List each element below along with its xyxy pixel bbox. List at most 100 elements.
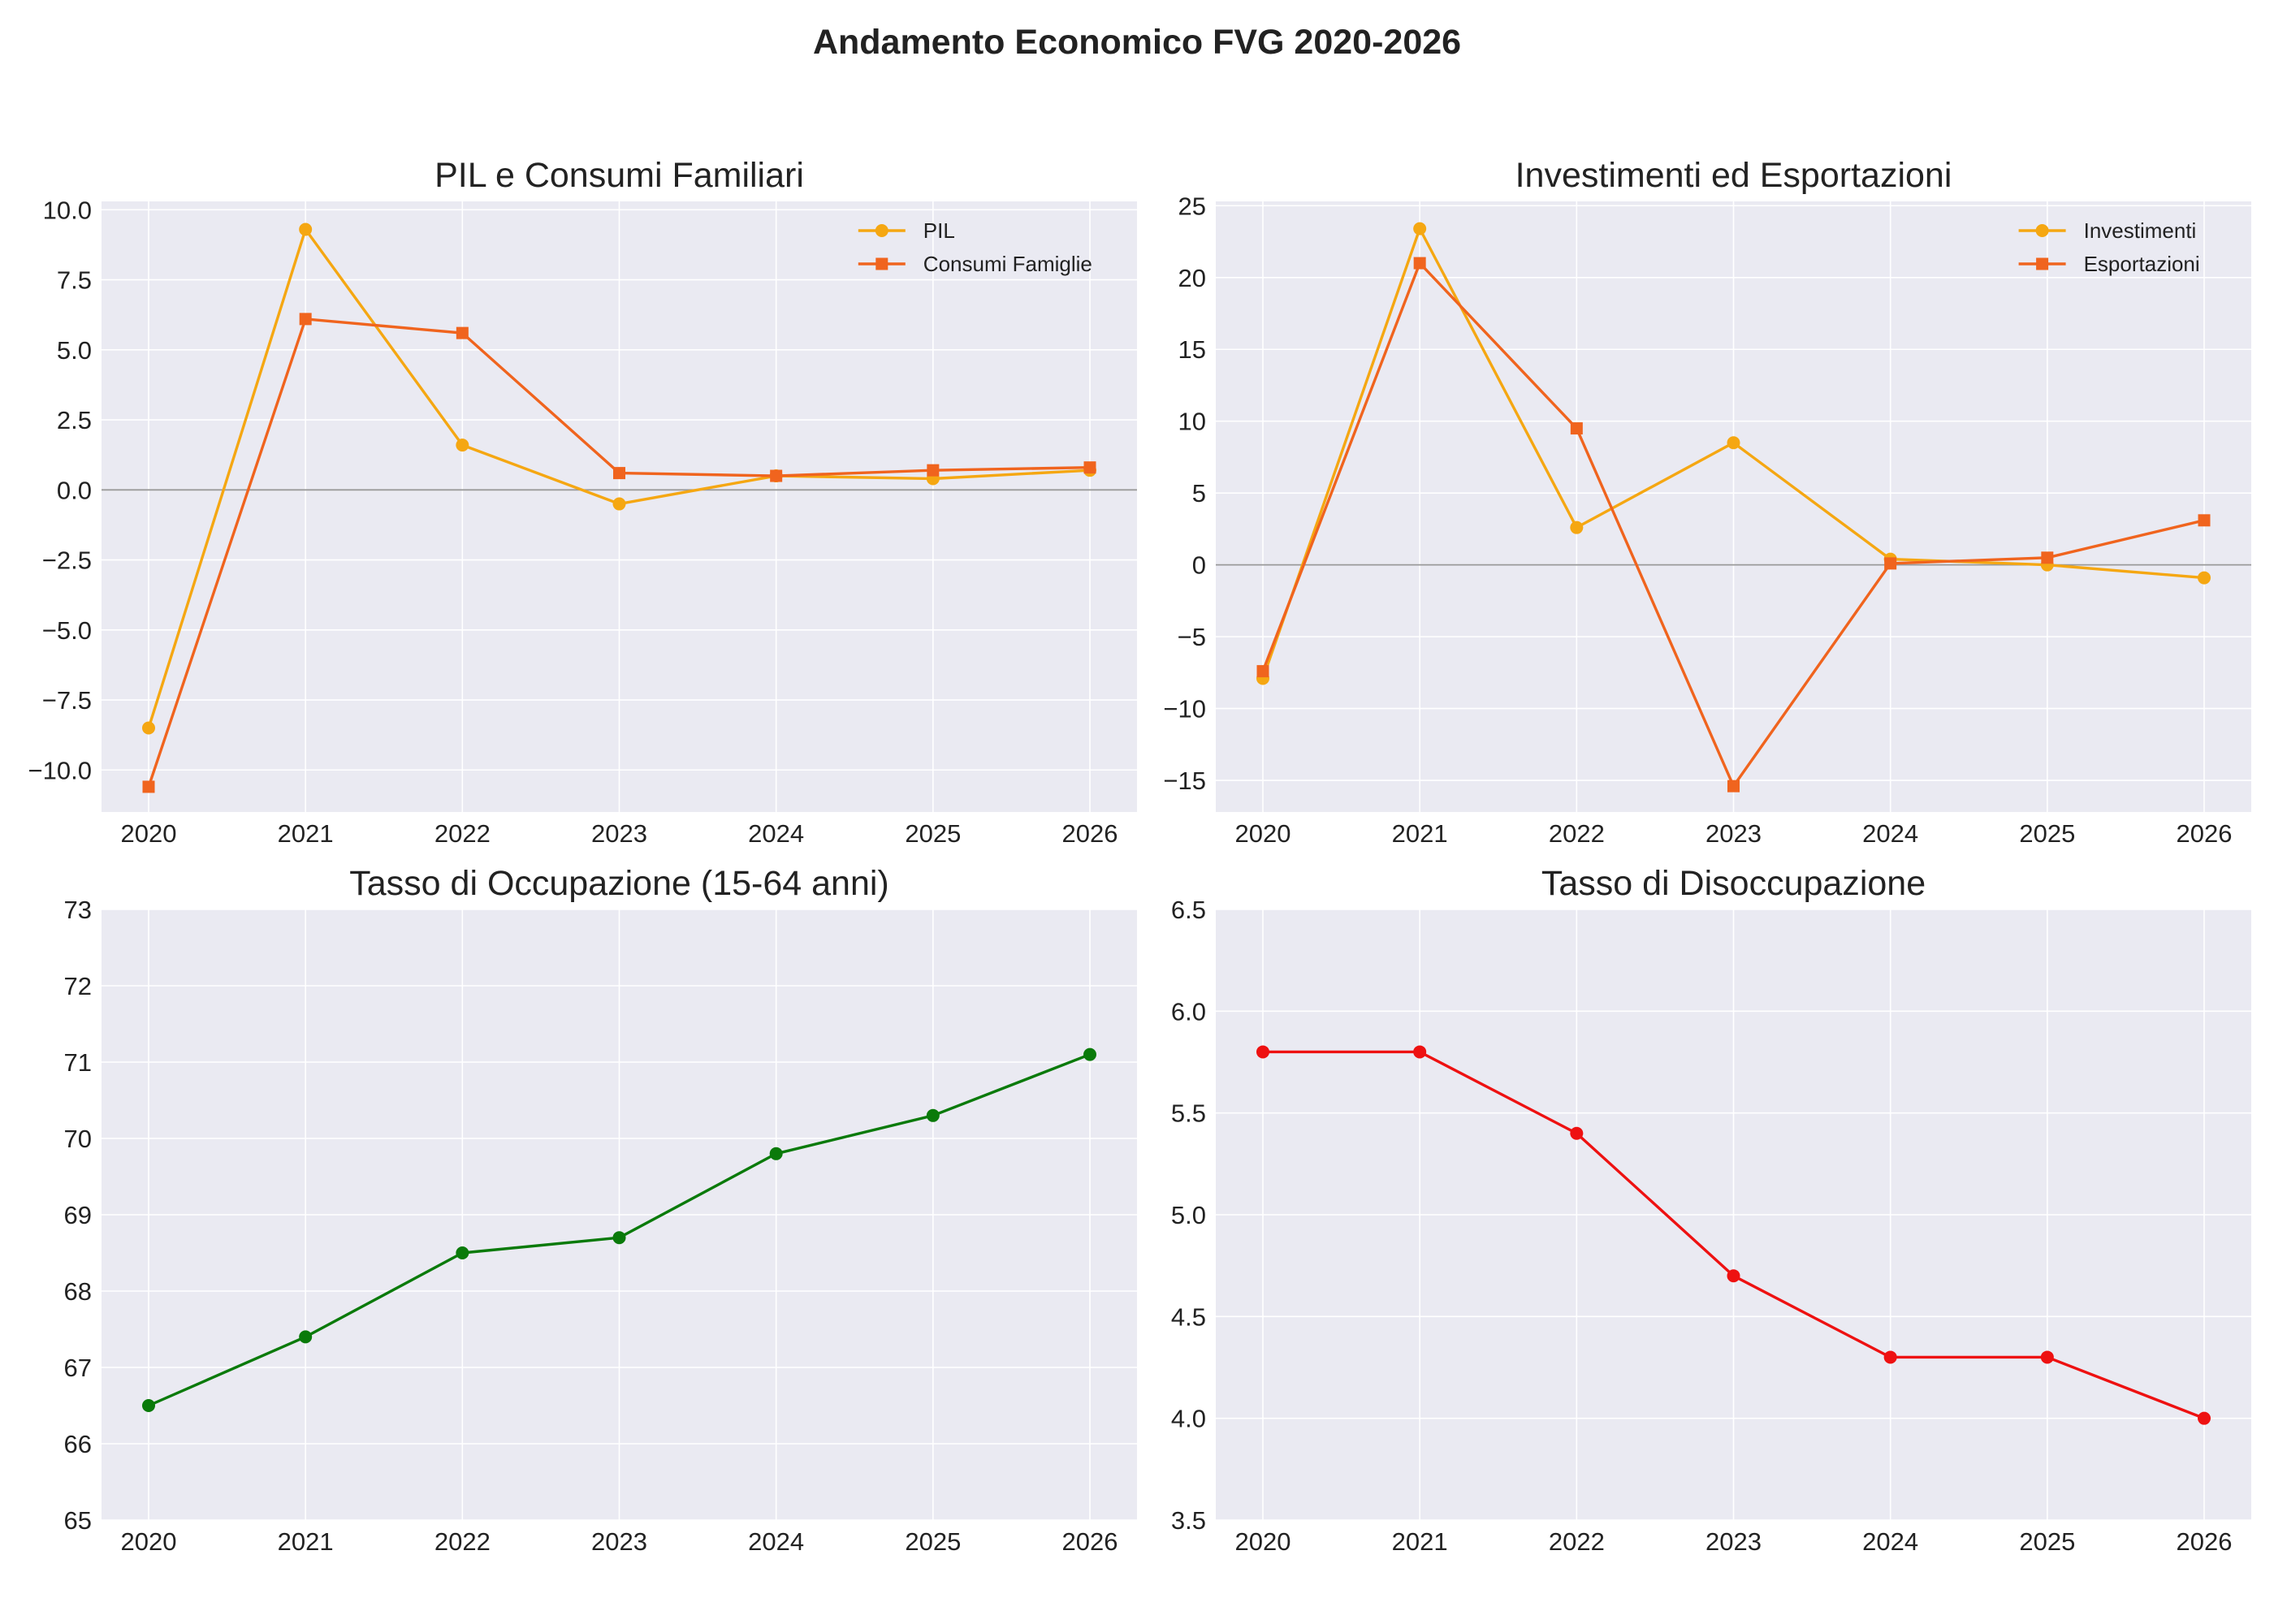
x-tick-label: 2023	[1706, 819, 1762, 848]
y-tick-label: 5.0	[57, 336, 92, 365]
y-tick-label: −10	[1163, 695, 1206, 723]
x-tick-label: 2022	[1549, 1527, 1605, 1556]
y-tick-label: 73	[64, 896, 92, 924]
data-point	[2040, 1350, 2054, 1364]
legend: Investimenti Esportazioni	[2018, 218, 2200, 276]
y-tick-label: 4.0	[1171, 1405, 1206, 1433]
x-tick-label: 2020	[121, 1527, 177, 1556]
data-point	[456, 438, 469, 452]
data-point	[1083, 1047, 1096, 1061]
legend-marker	[875, 257, 888, 270]
x-tick-label: 2024	[748, 1527, 804, 1556]
y-tick-label: 0	[1192, 551, 1206, 580]
chart-title: Investimenti ed Esportazioni	[1515, 156, 1952, 195]
y-tick-label: −10.0	[28, 756, 92, 784]
data-point	[299, 1330, 313, 1344]
data-point	[1727, 436, 1740, 450]
data-point	[1413, 222, 1427, 235]
x-tick-label: 2025	[2019, 1527, 2075, 1556]
y-tick-label: 6.5	[1171, 896, 1206, 924]
y-tick-label: 69	[64, 1201, 92, 1229]
data-point	[1413, 1045, 1427, 1059]
x-tick-label: 2021	[278, 819, 334, 848]
y-tick-label: 4.5	[1171, 1302, 1206, 1331]
chart-panel-4: Tasso di Disoccupazione 6.5 6.0 5.5 5.0 4.5 4.…	[1171, 864, 2251, 1556]
y-tick-label: 7.5	[57, 266, 92, 295]
data-point	[1884, 557, 1897, 570]
chart-title: Tasso di Occupazione (15-64 anni)	[349, 864, 888, 903]
data-point	[1727, 1269, 1740, 1283]
data-point	[456, 326, 469, 339]
x-tick-label: 2023	[591, 1527, 647, 1556]
y-tick-label: 10.0	[43, 196, 92, 224]
y-tick-label: 2.5	[57, 406, 92, 434]
y-tick-label: −5.0	[42, 616, 92, 645]
data-point	[2198, 571, 2211, 585]
data-point	[612, 1231, 626, 1245]
legend-entry: Consumi Famiglie	[923, 252, 1092, 276]
chart-panel-2: Investimenti ed Esportazioni 25 20 15 10 5 0 −5…	[1163, 156, 2251, 848]
y-tick-label: 0.0	[57, 476, 92, 504]
x-tick-label: 2020	[1235, 819, 1291, 848]
data-point	[2198, 1411, 2211, 1425]
y-tick-label: 5	[1192, 479, 1206, 508]
y-tick-label: 5.5	[1171, 1099, 1206, 1128]
data-point	[142, 1399, 155, 1412]
x-tick-label: 2026	[2177, 819, 2233, 848]
y-tick-label: −7.5	[42, 686, 92, 715]
y-tick-label: 70	[64, 1125, 92, 1153]
y-tick-label: 15	[1178, 335, 1206, 364]
x-tick-label: 2021	[278, 1527, 334, 1556]
data-point	[1256, 1045, 1269, 1059]
x-tick-label: 2020	[1235, 1527, 1291, 1556]
y-tick-label: 5.0	[1171, 1201, 1206, 1229]
data-point	[299, 222, 313, 236]
x-tick-label: 2024	[1862, 1527, 1918, 1556]
x-tick-label: 2022	[434, 1527, 491, 1556]
x-tick-label: 2024	[748, 819, 804, 848]
data-point	[299, 313, 312, 326]
data-point	[1570, 1126, 1584, 1140]
x-tick-label: 2024	[1862, 819, 1918, 848]
y-tick-label: −15	[1163, 767, 1206, 795]
x-tick-label: 2025	[905, 819, 961, 848]
x-tick-label: 2026	[2177, 1527, 2233, 1556]
legend-entry: PIL	[923, 218, 955, 243]
x-tick-label: 2025	[905, 1527, 961, 1556]
data-point	[1883, 1350, 1897, 1364]
chart-panel-1: PIL e Consumi Familiari 10.0 7.5 5.0 2.5 0.0 −…	[28, 156, 1137, 848]
data-point	[926, 1108, 940, 1122]
legend-marker	[2036, 257, 2049, 270]
x-tick-label: 2020	[121, 819, 177, 848]
y-tick-label: 71	[64, 1048, 92, 1077]
x-tick-label: 2026	[1062, 1527, 1118, 1556]
figure-title: Andamento Economico FVG 2020-2026	[812, 23, 1462, 62]
y-tick-label: −2.5	[42, 546, 92, 575]
y-tick-label: 10	[1178, 408, 1206, 436]
x-tick-label: 2023	[591, 819, 647, 848]
data-point	[2198, 514, 2211, 527]
data-point	[1413, 257, 1426, 270]
y-tick-label: 68	[64, 1277, 92, 1306]
legend-marker	[2035, 224, 2049, 237]
chart-panel-3: Tasso di Occupazione (15-64 anni) 73 72 71 7…	[64, 864, 1137, 1556]
data-point	[612, 497, 626, 511]
x-tick-label: 2025	[2019, 819, 2075, 848]
data-point	[1083, 461, 1096, 474]
y-tick-label: 6.0	[1171, 997, 1206, 1026]
data-point	[1727, 780, 1740, 793]
y-tick-label: −5	[1178, 623, 1206, 651]
data-point	[769, 1147, 783, 1160]
x-tick-label: 2021	[1392, 819, 1448, 848]
y-tick-label: 66	[64, 1430, 92, 1458]
x-tick-label: 2022	[1549, 819, 1605, 848]
y-tick-label: 20	[1178, 264, 1206, 292]
data-point	[142, 721, 155, 735]
legend-marker	[875, 224, 888, 237]
x-tick-label: 2026	[1062, 819, 1118, 848]
x-tick-label: 2022	[434, 819, 491, 848]
chart-title: Tasso di Disoccupazione	[1541, 864, 1926, 903]
y-tick-label: 3.5	[1171, 1506, 1206, 1535]
